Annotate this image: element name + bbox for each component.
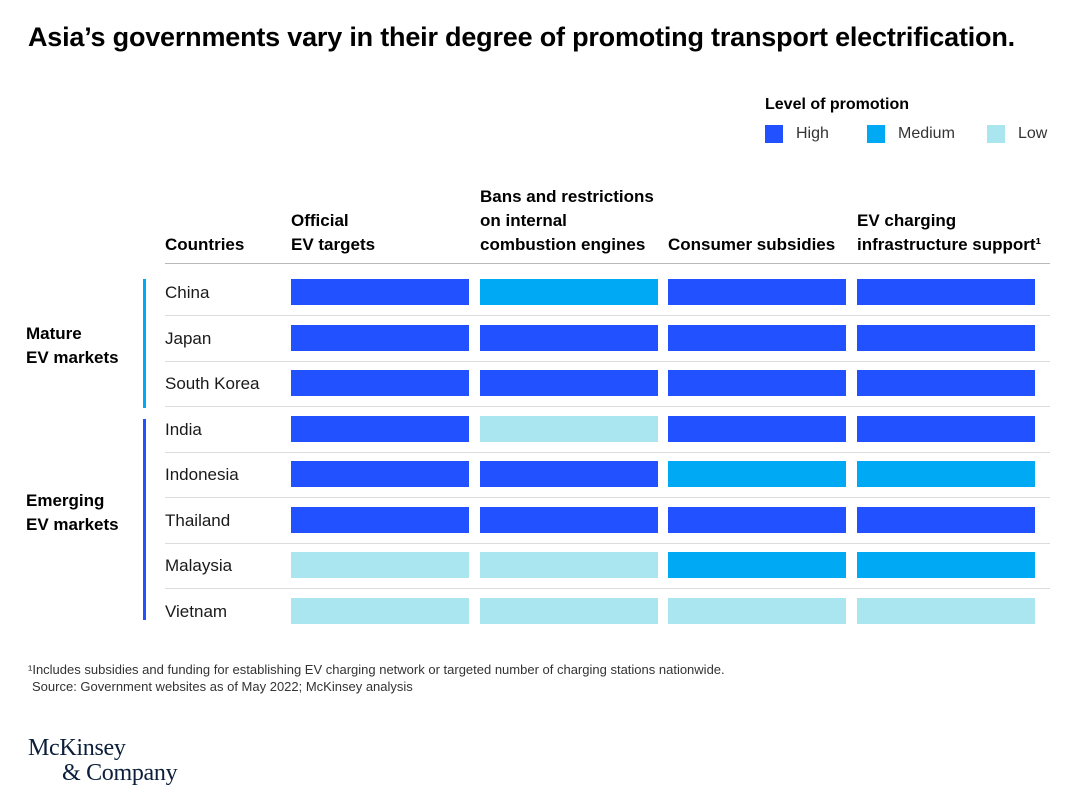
country-label-china: China [165,283,210,302]
group-bar-mature [143,279,146,408]
logo-line-1: McKinsey [28,735,126,761]
column-header-countries: Countries [165,235,245,254]
cell-japan-col4-high [857,324,1035,351]
cell-vietnam-col1-low [291,597,469,624]
row-divider [165,315,1050,316]
column-header-charging-support: EV charging infrastructure support¹ [857,211,1042,254]
cell-thailand-col2-high [480,506,658,533]
country-label-vietnam: Vietnam [165,601,228,621]
column-header-consumer-subsidies: Consumer subsidies [668,235,836,254]
group-label-mature: Mature EV markets [26,324,119,367]
cell-south-korea-col2-high [480,370,658,396]
row-divider [165,497,1050,498]
country-label-thailand: Thailand [165,510,231,530]
cell-south-korea-col4-high [857,370,1035,396]
cell-malaysia-col3-medium [668,552,846,578]
row-divider [165,542,1050,544]
legend-item-low: Low [987,125,1047,143]
row-divider [165,451,1050,453]
footnote-block: ¹Includes subsidies and funding for esta… [28,661,725,695]
legend-swatch-high [765,125,783,143]
legend-swatch-medium [867,125,885,143]
cell-indonesia-col1-high [291,461,469,487]
cell-vietnam-col2-low [480,597,658,624]
row-divider [165,360,1050,362]
cell-china-col1-high [291,279,469,305]
legend-items: High Medium Low [765,125,1047,143]
cell-indonesia-col2-high [480,461,658,487]
cell-thailand-col4-high [857,506,1035,533]
chart-title: Asia’s governments vary in their degree … [28,22,1015,52]
cell-india-col3-high [668,415,846,442]
legend-label-low: Low [1018,125,1048,142]
cell-japan-col3-high [668,324,846,351]
cell-china-col3-high [668,279,846,305]
cell-south-korea-col3-high [668,370,846,396]
header-divider [165,263,1050,264]
cell-india-col4-high [857,415,1035,442]
cell-vietnam-col3-low [668,597,846,624]
legend-title: Level of promotion [765,96,909,113]
cell-japan-col2-high [480,324,658,351]
logo-line-2: & Company [62,760,178,786]
legend-swatch-low [987,125,1005,143]
cell-india-col1-high [291,415,469,442]
cell-japan-col1-high [291,324,469,351]
country-label-india: India [165,419,202,439]
cell-thailand-col1-high [291,506,469,533]
cell-malaysia-col2-low [480,552,658,578]
legend-label-high: High [796,125,829,142]
row-divider [165,406,1050,407]
country-label-south-korea: South Korea [165,374,260,393]
cell-malaysia-col1-low [291,552,469,578]
legend-item-medium: Medium [867,125,987,143]
column-header-official-ev-targets: Official EV targets [291,211,376,254]
cell-malaysia-col4-medium [857,552,1035,578]
footnote: ¹Includes subsidies and funding for esta… [28,662,725,677]
group-label-emerging: Emerging EV markets [26,491,119,534]
legend-label-medium: Medium [898,125,955,142]
source-note: Source: Government websites as of May 20… [32,679,413,694]
row-divider [165,588,1050,589]
mckinsey-logo: McKinsey & Company [28,735,178,786]
column-header-ice-bans: Bans and restrictions on internal combus… [480,187,654,254]
country-label-malaysia: Malaysia [165,556,233,575]
group-bar-emerging [143,419,146,620]
country-label-indonesia: Indonesia [165,465,239,484]
cell-china-col4-high [857,279,1035,305]
cell-vietnam-col4-low [857,597,1035,624]
cell-china-col2-medium [480,279,658,305]
cell-india-col2-low [480,415,658,442]
cell-south-korea-col1-high [291,370,469,396]
cell-thailand-col3-high [668,506,846,533]
legend-item-high: High [765,125,867,143]
cell-indonesia-col3-medium [668,461,846,487]
cell-indonesia-col4-medium [857,461,1035,487]
country-label-japan: Japan [165,328,212,348]
